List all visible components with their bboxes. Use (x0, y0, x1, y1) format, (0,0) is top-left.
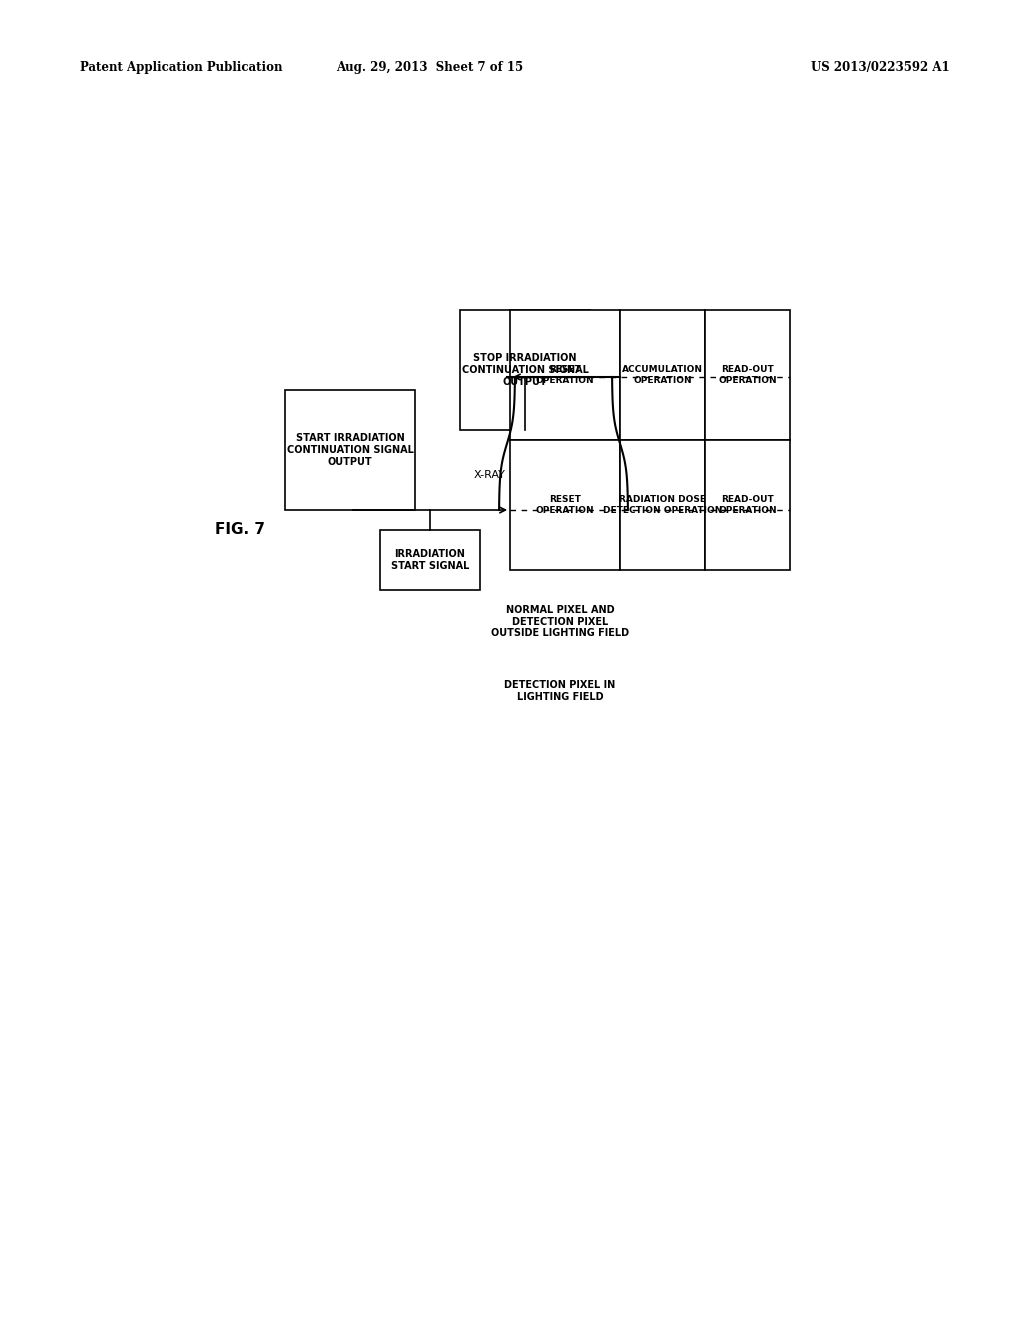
Text: RESET
OPERATION: RESET OPERATION (536, 366, 594, 384)
Bar (285, 389, 415, 510)
Text: ACCUMULATION
OPERATION: ACCUMULATION OPERATION (622, 366, 703, 384)
Text: READ-OUT
OPERATION: READ-OUT OPERATION (718, 495, 777, 515)
Text: IRRADIATION
START SIGNAL: IRRADIATION START SIGNAL (391, 549, 469, 570)
Bar (510, 440, 620, 570)
Bar (510, 310, 620, 440)
Text: STOP IRRADIATION
CONTINUATION SIGNAL
OUTPUT: STOP IRRADIATION CONTINUATION SIGNAL OUT… (462, 354, 589, 387)
Text: RADIATION DOSE
DETECTION OPERATION: RADIATION DOSE DETECTION OPERATION (603, 495, 722, 515)
Bar (705, 310, 790, 440)
Text: FIG. 7: FIG. 7 (215, 523, 265, 537)
Bar (620, 310, 705, 440)
Text: RESET
OPERATION: RESET OPERATION (536, 495, 594, 515)
Text: START IRRADIATION
CONTINUATION SIGNAL
OUTPUT: START IRRADIATION CONTINUATION SIGNAL OU… (287, 433, 414, 466)
Text: READ-OUT
OPERATION: READ-OUT OPERATION (718, 366, 777, 384)
Text: NORMAL PIXEL AND
DETECTION PIXEL
OUTSIDE LIGHTING FIELD: NORMAL PIXEL AND DETECTION PIXEL OUTSIDE… (490, 605, 629, 638)
Bar (705, 440, 790, 570)
Bar (620, 440, 705, 570)
Text: X-RAY: X-RAY (474, 470, 506, 480)
Text: US 2013/0223592 A1: US 2013/0223592 A1 (811, 62, 950, 74)
Bar (380, 531, 480, 590)
Text: Aug. 29, 2013  Sheet 7 of 15: Aug. 29, 2013 Sheet 7 of 15 (337, 62, 523, 74)
Text: DETECTION PIXEL IN
LIGHTING FIELD: DETECTION PIXEL IN LIGHTING FIELD (505, 680, 615, 702)
Bar (460, 310, 590, 430)
Text: Patent Application Publication: Patent Application Publication (80, 62, 283, 74)
